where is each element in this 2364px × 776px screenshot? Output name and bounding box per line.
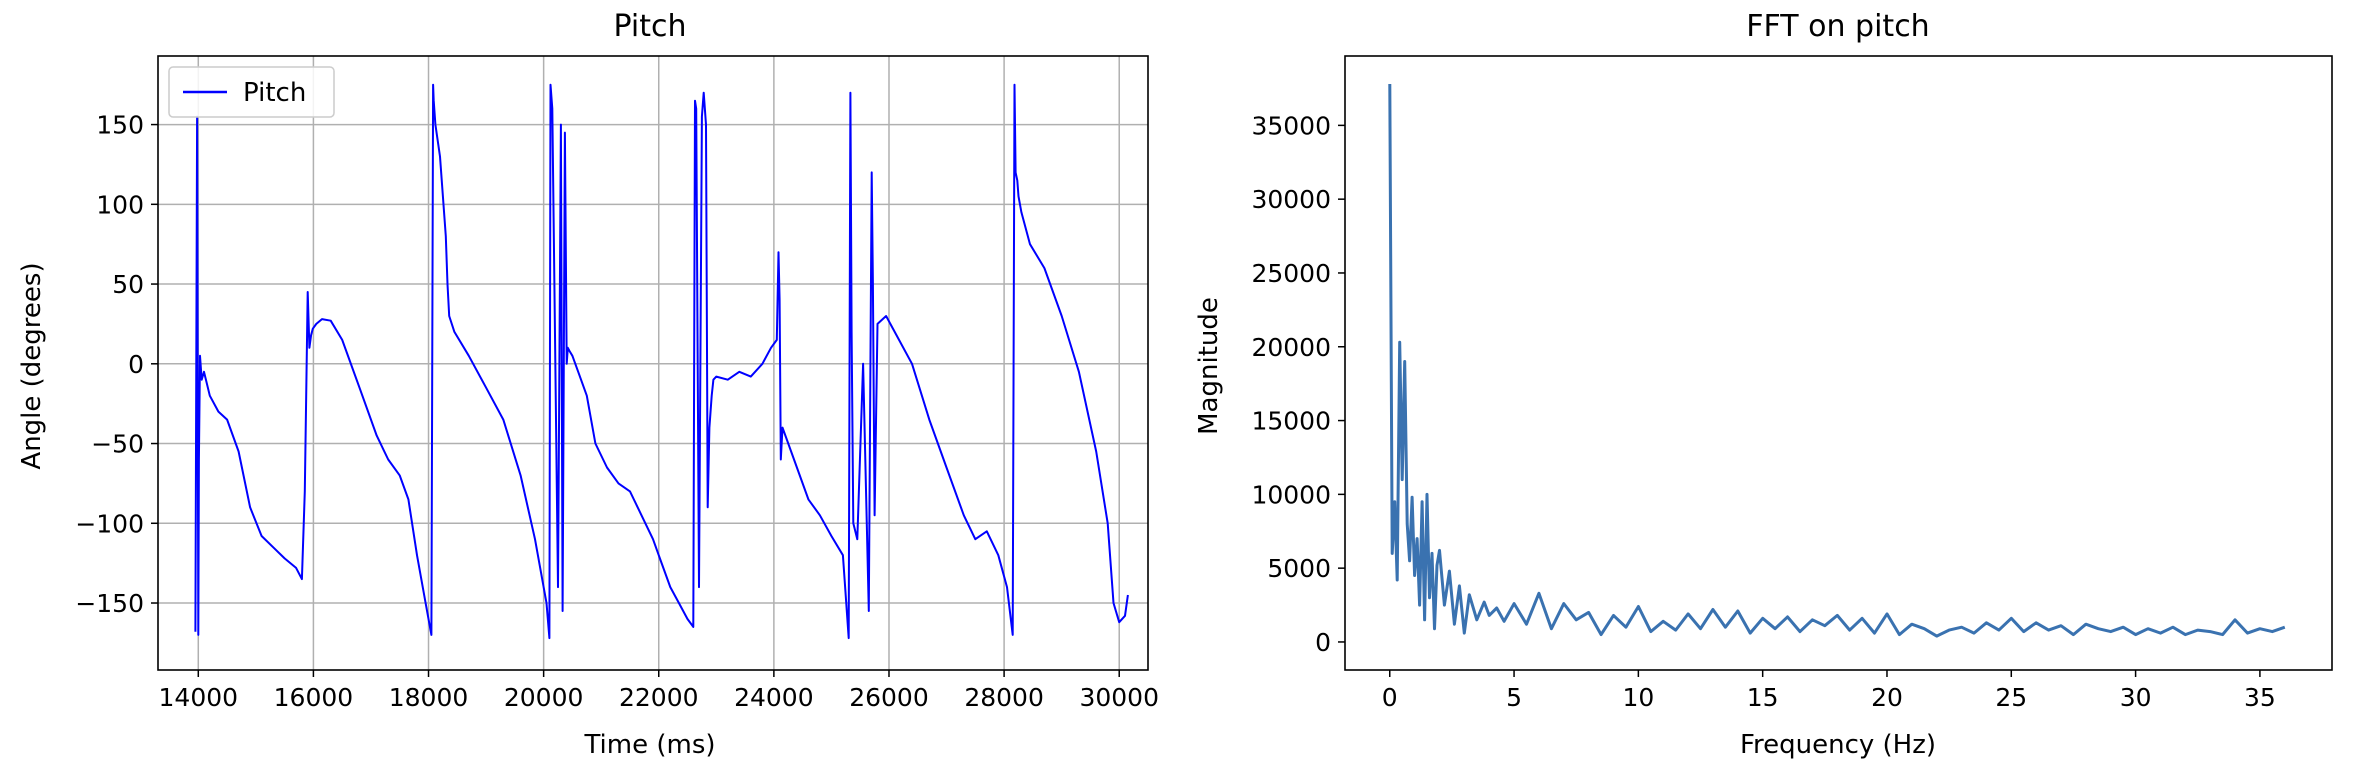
pitch-panel: Pitch Time (ms) Angle (degrees) 14000 160… [17,9,1159,760]
plot-frame [1344,55,2333,671]
x-tick-label: 24000 [734,683,814,712]
x-axis-label: Time (ms) [583,730,715,760]
x-tick-label: 16000 [274,683,354,712]
y-tick-label: 10000 [1251,480,1331,509]
legend-label: Pitch [243,78,306,108]
y-axis-label: Angle (degrees) [17,262,47,469]
y-tick-label: 25000 [1251,259,1331,288]
y-tick-label: −50 [91,430,144,459]
x-tick-label: 25 [1995,683,2027,712]
grid [158,56,1148,670]
legend: Pitch [168,66,335,118]
chart-title: FFT on pitch [1746,9,1929,44]
y-tick-label: 15000 [1251,407,1331,436]
series-line-pitch [194,83,1129,640]
y-tick-label: 20000 [1251,333,1331,362]
y-tick-label: 150 [96,111,144,140]
x-tick-label: 15 [1747,683,1779,712]
x-tick-label: 30000 [1079,683,1159,712]
legend-box [168,66,335,118]
y-tick-label: 0 [128,350,144,379]
x-tick-label: 5 [1506,683,1522,712]
x-tick-label: 0 [1382,683,1398,712]
y-tick-label: 30000 [1251,185,1331,214]
x-tick-label: 20 [1871,683,1903,712]
y-tick-label: 35000 [1251,111,1331,140]
y-tick-label: −100 [75,509,144,538]
plot-frame [157,55,1149,671]
y-axis-label: Magnitude [1194,297,1224,435]
x-tick-label: 20000 [504,683,584,712]
y-tick-label: 0 [1315,628,1331,657]
x-axis-label: Frequency (Hz) [1740,730,1936,760]
x-tick-label: 18000 [389,683,469,712]
fft-panel: FFT on pitch Frequency (Hz) Magnitude 0 5… [1194,9,2333,760]
x-tick-label: 28000 [964,683,1044,712]
y-tick-label: 100 [96,190,144,219]
y-tick-label: 5000 [1267,554,1331,583]
x-tick-label: 26000 [849,683,929,712]
y-tick-label: 50 [112,270,144,299]
x-tick-label: 35 [2244,683,2276,712]
x-tick-label: 30 [2120,683,2152,712]
chart-title: Pitch [613,9,686,44]
x-tick-label: 14000 [159,683,239,712]
series-line-magnitude [1388,83,2286,638]
x-tick-label: 10 [1622,683,1654,712]
x-tick-label: 22000 [619,683,699,712]
y-tick-label: −150 [75,589,144,618]
